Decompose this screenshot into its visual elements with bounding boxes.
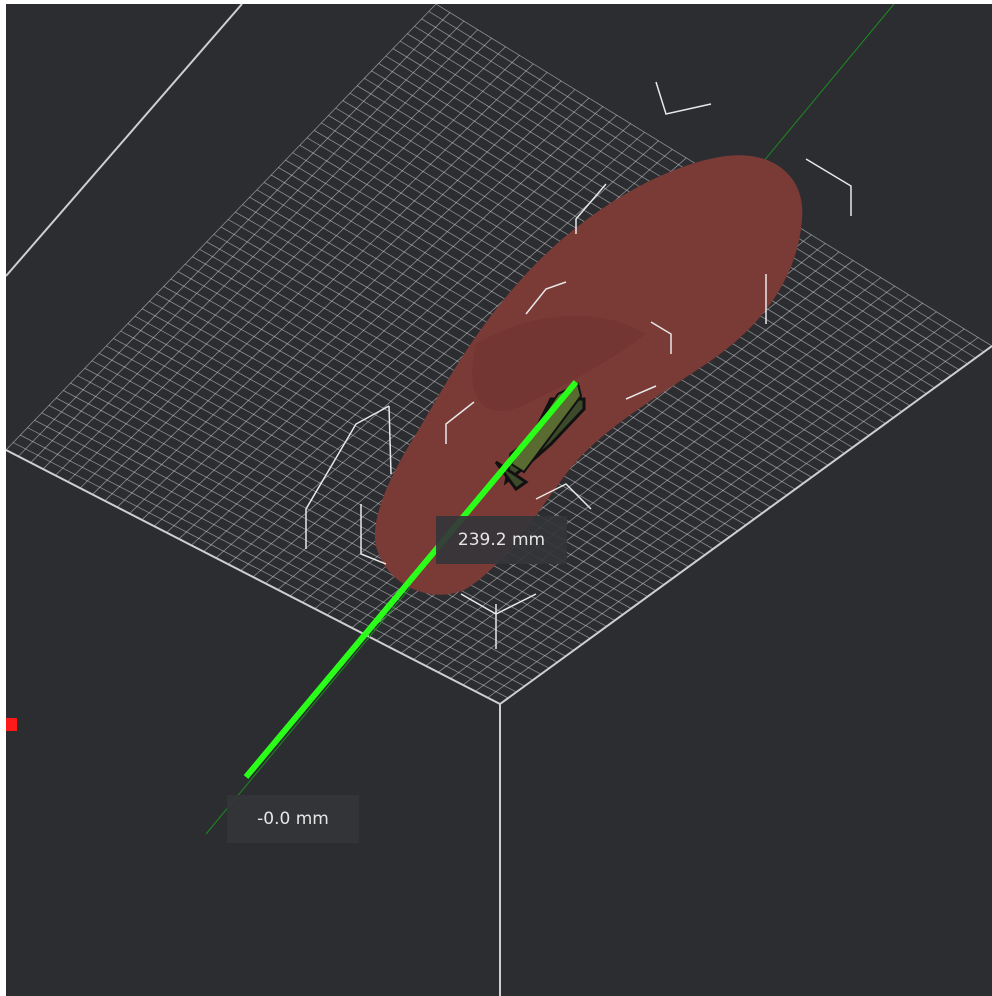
grid-line (400, 277, 882, 654)
grid-line (153, 106, 604, 527)
grid-line (141, 97, 590, 521)
grid-line (18, 12, 451, 457)
insole-model[interactable] (374, 155, 803, 595)
grid-line (487, 337, 979, 698)
grid-line (178, 123, 631, 540)
grid-line (425, 294, 909, 667)
grid-line (203, 140, 659, 552)
build-volume-edges (6, 4, 992, 996)
grid-line (450, 311, 937, 679)
grid-line (190, 131, 645, 546)
red-axis-marker-icon (6, 718, 17, 731)
grid-line (92, 63, 534, 495)
measure-line[interactable] (243, 380, 579, 779)
grid-line (42, 29, 478, 470)
grid-line (116, 80, 562, 508)
grid-line (166, 114, 617, 533)
grid-line (413, 285, 895, 660)
3d-viewport[interactable]: 239.2 mm -0.0 mm (6, 4, 992, 996)
scene-canvas[interactable] (6, 4, 992, 996)
grid-line (55, 37, 492, 476)
grid-line (438, 302, 923, 673)
grid-line (30, 20, 465, 463)
grid-line (104, 72, 548, 502)
grid-line (6, 4, 437, 451)
grid-line (462, 320, 951, 686)
model-shading (472, 315, 646, 411)
grid-line (475, 328, 965, 692)
grid-line (79, 55, 520, 489)
measure-start-label: -0.0 mm (227, 795, 359, 843)
selection-brackets (305, 81, 852, 649)
grid-line (67, 46, 506, 483)
grid-line (129, 89, 576, 514)
measure-end-label: 239.2 mm (436, 516, 567, 564)
